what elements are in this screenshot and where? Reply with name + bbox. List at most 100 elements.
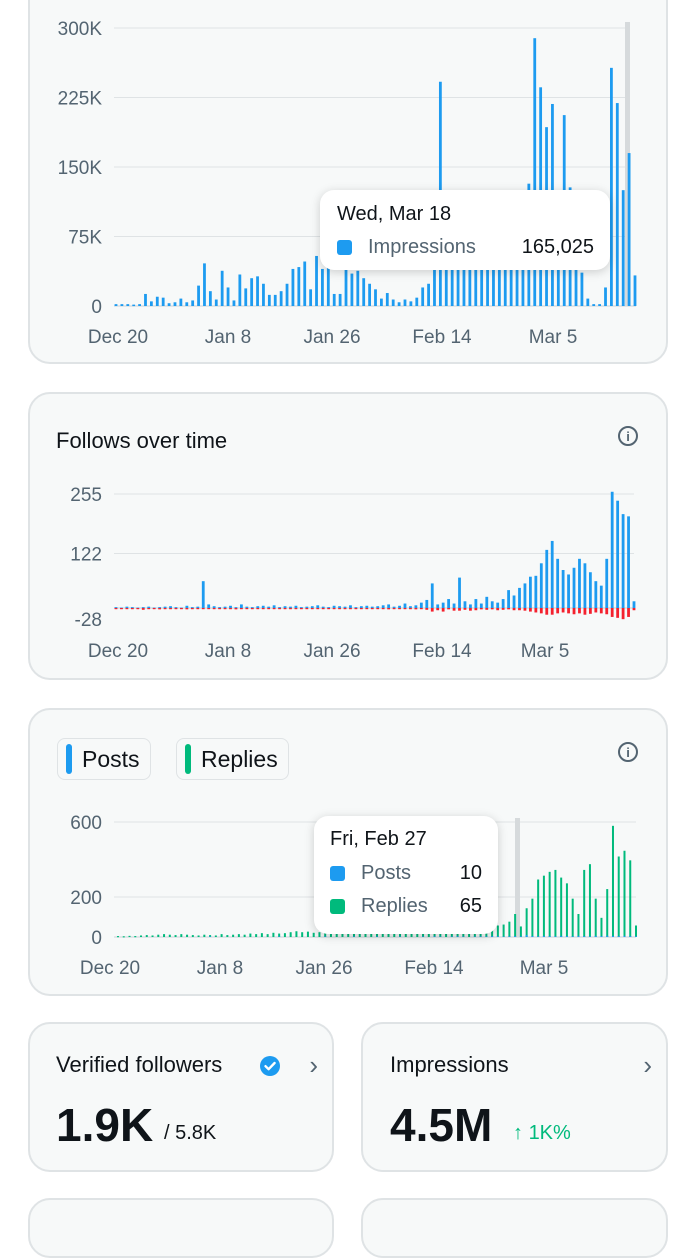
verified-followers-card[interactable]: Verified followers › 1.9K / 5.8K	[28, 1022, 334, 1172]
replies-bar	[531, 898, 534, 937]
posts-bar	[600, 936, 603, 937]
follows-bar	[463, 601, 467, 608]
unfollows-bar	[419, 608, 423, 610]
impressions-bar	[403, 299, 407, 306]
replies-bar	[594, 898, 597, 937]
follows-bar	[294, 605, 298, 608]
x-tick-label: Feb 14	[404, 958, 464, 979]
impressions-bar	[267, 294, 271, 306]
posts-bar	[496, 936, 499, 937]
impressions-summary-card[interactable]: Impressions › 4.5M ↑ 1K%	[361, 1022, 668, 1172]
posts-bar	[473, 936, 476, 937]
unfollows-bar	[561, 608, 565, 613]
unfollows-bar	[583, 608, 587, 615]
unfollows-bar	[338, 608, 341, 610]
follows-bar	[229, 605, 232, 608]
info-icon[interactable]: i	[618, 742, 638, 762]
impressions-bar	[374, 289, 377, 306]
impressions-bar	[173, 302, 177, 306]
replies-bar	[203, 934, 206, 937]
unfollows-bar	[158, 608, 162, 610]
unfollows-bar	[147, 608, 151, 610]
impressions-bar	[368, 283, 372, 306]
unfollows-bar	[305, 608, 309, 610]
follows-bar	[141, 607, 145, 609]
posts-bar	[502, 936, 505, 937]
posts-bar	[324, 936, 327, 937]
follows-bar	[174, 607, 178, 609]
impressions-bar	[385, 293, 389, 306]
follows-bar	[430, 583, 434, 608]
chevron-right-icon[interactable]: ›	[643, 1050, 652, 1080]
follows-chart[interactable]: -28 122 255 Dec 20 Jan 8 Jan 26 Feb 14 Mar 5	[30, 394, 670, 682]
verified-badge-icon	[260, 1056, 280, 1076]
impressions-tooltip: Wed, Mar 18 Impressions 165,025	[320, 190, 610, 270]
unfollows-bar	[578, 608, 581, 614]
replies-bar	[272, 932, 275, 937]
posts-bar	[525, 935, 528, 937]
follows-bar	[359, 606, 363, 608]
follows-bar	[398, 605, 401, 608]
tooltip-row-replies: Replies	[330, 895, 428, 918]
follows-chart-card: Follows over time i -28 122 255 Dec 20 Jan 8…	[28, 392, 668, 680]
posts-bar	[514, 936, 517, 937]
impressions-bar	[356, 270, 360, 306]
chevron-right-icon[interactable]: ›	[309, 1050, 318, 1080]
impressions-bar	[421, 287, 425, 306]
info-icon[interactable]: i	[618, 426, 638, 446]
replies-bar	[163, 934, 166, 937]
impressions-bar	[256, 276, 259, 306]
impressions-bar	[262, 283, 265, 306]
follows-bar	[272, 605, 276, 608]
follows-bar	[207, 604, 211, 608]
follows-bar	[327, 607, 331, 609]
replies-bar	[606, 889, 609, 937]
replies-color-bar	[185, 744, 191, 774]
follows-bar	[523, 583, 527, 608]
follows-bar	[201, 581, 205, 608]
impressions-bar	[132, 304, 136, 307]
unfollows-bar	[180, 608, 183, 610]
replies-bar	[347, 931, 350, 937]
impressions-bar	[533, 38, 537, 307]
y-tick-label: 0	[91, 297, 102, 318]
unfollows-bar	[539, 608, 543, 614]
unfollows-bar	[523, 608, 527, 611]
unfollows-bar	[599, 608, 603, 614]
posts-replies-tooltip: Fri, Feb 27 Posts 10 Replies 65	[314, 816, 498, 934]
impressions-bar	[197, 285, 200, 306]
tooltip-date: Wed, Mar 18	[337, 203, 452, 225]
replies-bar	[145, 935, 148, 937]
replies-bar	[560, 877, 563, 937]
impressions-bar	[232, 300, 236, 306]
posts-bar	[209, 936, 212, 937]
replies-bar	[611, 825, 614, 937]
legend-chip-posts[interactable]: Posts	[57, 738, 151, 780]
posts-bar	[352, 936, 355, 937]
follows-bar	[561, 570, 565, 608]
follows-bar	[567, 574, 570, 608]
posts-bar	[485, 936, 488, 937]
follows-bar	[212, 606, 216, 608]
impressions-bar	[315, 255, 318, 306]
posts-bar	[611, 935, 614, 937]
unfollows-bar	[425, 608, 429, 610]
replies-bar	[295, 931, 298, 937]
legend-chip-replies[interactable]: Replies	[176, 738, 289, 780]
follows-bar	[130, 607, 134, 609]
unfollows-bar	[469, 608, 472, 611]
y-tick-label: 150K	[58, 158, 103, 179]
impressions-chart[interactable]: 0 75K 150K 225K 300K Dec 20 Jan 8 Jan 26 Feb 14 M…	[30, 0, 670, 366]
replies-bar	[399, 931, 402, 937]
x-tick-label: Jan 8	[205, 327, 251, 348]
impressions-bar	[433, 259, 436, 306]
replies-bar	[554, 869, 557, 937]
posts-bar	[594, 935, 597, 937]
impressions-bar	[379, 298, 383, 306]
replies-bar	[496, 925, 499, 937]
replies-bar	[140, 935, 143, 937]
unfollows-bar	[567, 608, 570, 614]
replies-bar	[376, 931, 378, 937]
x-tick-label: Feb 14	[412, 327, 472, 348]
x-tick-label: Jan 26	[303, 641, 360, 662]
